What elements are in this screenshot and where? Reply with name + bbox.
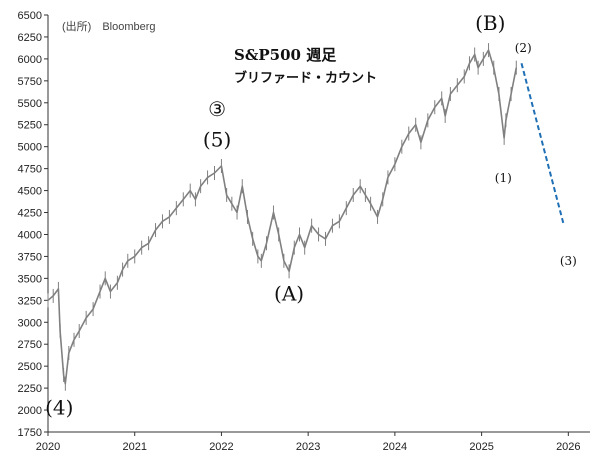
y-tick-label: 1750: [18, 427, 42, 439]
y-tick-label: 4250: [18, 208, 42, 220]
wave-label: ③: [208, 97, 226, 121]
wave-label: (A): [274, 281, 304, 305]
x-tick-label: 2023: [296, 441, 320, 453]
y-tick-label: 2000: [18, 405, 42, 417]
x-tick-label: 2026: [556, 441, 580, 453]
wave-label: (2): [515, 41, 532, 55]
source-label: (出所) Bloomberg: [62, 19, 156, 33]
chart-subtitle: ブリファード・カウント: [234, 70, 377, 86]
x-tick-label: 2022: [209, 441, 233, 453]
y-tick-label: 6000: [18, 54, 42, 66]
y-tick-label: 5000: [18, 142, 42, 154]
wave-label: (1): [495, 171, 512, 185]
y-tick-label: 6250: [18, 32, 42, 44]
wave-labels: (4) ③ (5) (A) (B) (1) (2) (3): [45, 11, 577, 420]
y-tick-label: 3750: [18, 251, 42, 263]
projection-series: [520, 63, 565, 226]
y-tick-label: 5250: [18, 120, 42, 132]
y-tick-label: 5750: [18, 76, 42, 88]
price-series: [47, 43, 518, 391]
wave-label: (5): [203, 128, 231, 152]
projection-line: [520, 63, 565, 226]
wave-label: (4): [45, 395, 73, 419]
x-tick-label: 2021: [122, 441, 146, 453]
x-tick-label: 2024: [383, 441, 407, 453]
y-tick-label: 3500: [18, 273, 42, 285]
y-tick-label: 3000: [18, 317, 42, 329]
y-tick-label: 4750: [18, 164, 42, 176]
chart-title: S&P500 週足: [234, 46, 337, 64]
y-tick-label: 2750: [18, 339, 42, 351]
price-line: [47, 49, 518, 385]
y-tick-label: 2250: [18, 383, 42, 395]
y-tick-label: 3250: [18, 295, 42, 307]
y-axis: 1750 2000 2250 2500 2750 3000 3250 3500 3750 4000…: [18, 10, 49, 439]
x-axis: 2020 2021 2022 2023 2024 2025 2026: [36, 431, 590, 453]
y-tick-label: 4500: [18, 186, 42, 198]
y-tick-label: 5500: [18, 98, 42, 110]
x-tick-label: 2025: [469, 441, 493, 453]
x-tick-label: 2020: [36, 441, 60, 453]
wave-label: (B): [475, 11, 505, 35]
wave-label: (3): [560, 254, 577, 268]
y-tick-label: 4000: [18, 229, 42, 241]
y-tick-label: 6500: [18, 10, 42, 22]
y-tick-label: 2500: [18, 361, 42, 373]
